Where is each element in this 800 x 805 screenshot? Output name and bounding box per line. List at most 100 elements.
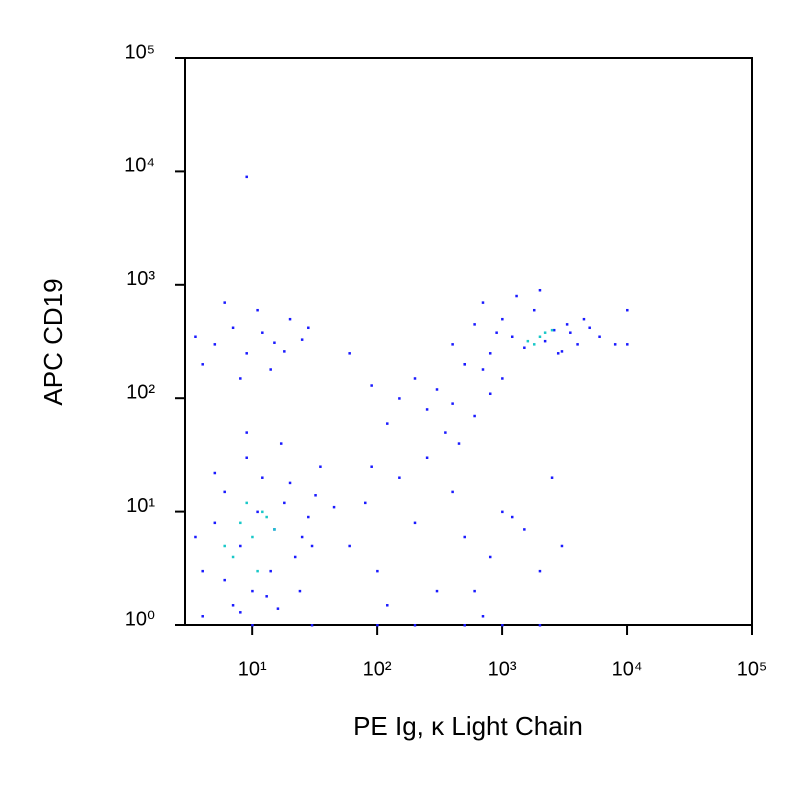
point [223, 544, 226, 548]
point [550, 476, 554, 479]
point [319, 465, 322, 468]
point [626, 343, 629, 346]
point [239, 521, 242, 525]
point [201, 363, 204, 366]
y-axis-label: APC CD19 [38, 278, 68, 405]
point [526, 339, 530, 343]
point [538, 569, 542, 573]
point [332, 505, 336, 509]
point [239, 544, 242, 548]
point [273, 528, 276, 531]
point [398, 397, 401, 400]
point [269, 368, 272, 371]
y-tick-label: 10² [126, 381, 155, 403]
point [201, 569, 204, 573]
point [481, 301, 485, 304]
x-tick-label: 10⁴ [612, 658, 643, 680]
point [473, 589, 476, 593]
point [279, 442, 283, 445]
point [552, 328, 556, 332]
point [307, 515, 310, 519]
y-tick-label: 10³ [126, 268, 155, 290]
point [444, 431, 447, 434]
x-tick-label: 10³ [488, 658, 517, 680]
point [543, 331, 547, 334]
point [425, 456, 429, 459]
point [269, 569, 272, 573]
point [276, 607, 280, 610]
point [451, 343, 454, 346]
point [310, 544, 314, 548]
point [523, 346, 526, 349]
point [523, 528, 526, 531]
point [501, 377, 504, 380]
point [213, 471, 217, 475]
point [413, 624, 417, 627]
point [398, 476, 401, 479]
point [288, 317, 292, 321]
x-tick-label: 10¹ [238, 658, 267, 680]
point [463, 363, 466, 366]
point [532, 308, 536, 312]
point [543, 339, 547, 343]
point [560, 350, 564, 353]
point [488, 352, 492, 355]
point [425, 408, 429, 411]
point [435, 589, 439, 593]
point [538, 335, 542, 339]
point [256, 308, 259, 312]
point [194, 335, 197, 339]
point [213, 343, 217, 346]
point [510, 515, 514, 519]
point [239, 611, 242, 614]
point [251, 535, 254, 539]
x-axis-label: PE Ig, κ Light Chain [353, 711, 583, 741]
point [532, 343, 536, 346]
point [515, 294, 518, 298]
point [565, 323, 569, 326]
point [501, 624, 504, 627]
point [283, 501, 286, 505]
point [223, 490, 226, 494]
point [495, 331, 498, 334]
point [364, 501, 367, 505]
point [488, 555, 492, 559]
point [463, 535, 466, 539]
point [256, 510, 259, 514]
point [370, 384, 373, 387]
point [223, 301, 226, 304]
point [510, 335, 514, 339]
point [231, 555, 235, 559]
point [307, 326, 310, 330]
point [538, 624, 542, 627]
point [261, 476, 264, 479]
point [265, 515, 268, 519]
point [293, 555, 297, 559]
point [451, 490, 454, 494]
point [501, 510, 504, 514]
point [251, 624, 254, 627]
point [245, 431, 248, 434]
point [501, 317, 504, 321]
point [201, 615, 204, 618]
point [231, 604, 235, 607]
point [451, 402, 454, 405]
point [473, 414, 476, 418]
point [239, 377, 242, 380]
point [473, 323, 476, 326]
point [556, 352, 560, 355]
point [481, 368, 485, 371]
point [298, 589, 302, 593]
point [273, 341, 276, 344]
point [413, 521, 417, 525]
point [194, 535, 197, 539]
point [386, 422, 389, 425]
point [261, 510, 264, 514]
point [223, 578, 226, 582]
point [376, 569, 379, 573]
point [386, 604, 389, 607]
y-tick-label: 10¹ [126, 495, 155, 517]
point [265, 595, 268, 598]
point [376, 624, 379, 627]
